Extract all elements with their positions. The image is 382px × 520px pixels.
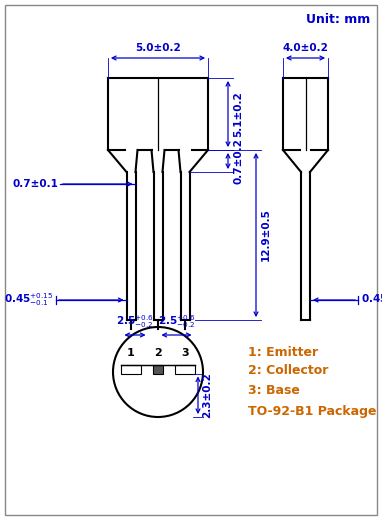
Text: 5.0±0.2: 5.0±0.2 [135,43,181,53]
Text: 0.45$^{+0.15}_{-0.1}$: 0.45$^{+0.15}_{-0.1}$ [4,292,53,308]
Bar [175,365,195,373]
Text: 12.9±0.5: 12.9±0.5 [261,209,271,262]
Text: TO-92-B1 Package: TO-92-B1 Package [248,406,377,419]
Text: 3: 3 [181,348,189,358]
Text: 2: 2 [154,348,162,358]
Text: 5.1±0.2: 5.1±0.2 [233,91,243,137]
Text: Unit: mm: Unit: mm [306,13,370,26]
Text: 2.5$^{+0.6}_{-0.2}$: 2.5$^{+0.6}_{-0.2}$ [158,313,195,330]
Text: 1: 1 [127,348,135,358]
Bar [153,365,163,373]
Text: 0.45$^{+0.15}_{-0.1}$: 0.45$^{+0.15}_{-0.1}$ [361,292,382,308]
Text: 2.5$^{+0.6}_{-0.2}$: 2.5$^{+0.6}_{-0.2}$ [116,313,154,330]
Text: 4.0±0.2: 4.0±0.2 [283,43,329,53]
Text: 2: Collector: 2: Collector [248,365,329,378]
Text: 0.7±0.1: 0.7±0.1 [12,179,58,189]
Text: 1: Emitter: 1: Emitter [248,345,318,358]
Bar [121,365,141,373]
Text: 2.3±0.2: 2.3±0.2 [202,372,212,418]
Text: 3: Base: 3: Base [248,384,300,396]
Text: 0.7±0.2: 0.7±0.2 [233,138,243,184]
